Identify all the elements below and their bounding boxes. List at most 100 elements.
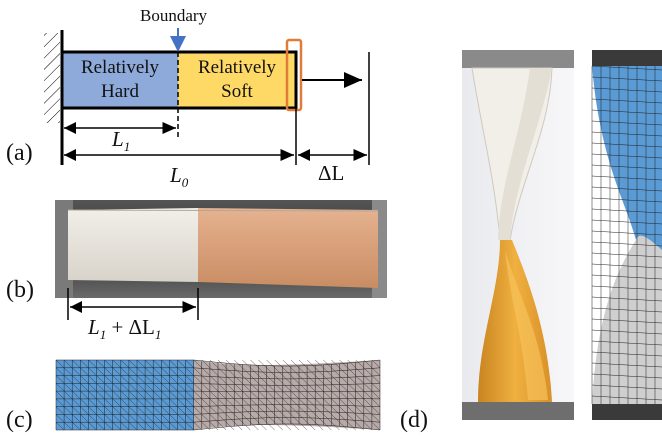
mesh-diag-line	[355, 359, 364, 368]
mesh-diag-line	[201, 398, 211, 407]
mesh-diag-line	[201, 375, 211, 384]
mesh-diag-line	[290, 406, 300, 415]
mesh-diag-line	[242, 422, 251, 431]
mesh-diag-line	[193, 414, 202, 423]
mesh-diag-line	[55, 422, 65, 431]
mesh-diag-line	[128, 390, 138, 400]
mesh-diag-line	[274, 422, 283, 431]
fixed-wall-hatch	[44, 33, 60, 123]
mesh-diag-line	[201, 422, 211, 431]
mesh-diag-line	[112, 390, 121, 400]
mesh-diag-line	[80, 375, 89, 384]
mesh-diag-line	[120, 398, 130, 407]
sim-mesh-row	[591, 76, 662, 82]
mesh-diag-line	[144, 398, 154, 407]
mesh-diag-line	[104, 390, 113, 400]
mesh-diag-line	[306, 422, 316, 431]
mesh-diag-line	[355, 406, 364, 415]
mesh-diag-line	[136, 406, 146, 415]
mesh-diag-line	[153, 390, 162, 400]
mesh-diag-line	[266, 383, 275, 392]
mesh-diag-line	[274, 367, 283, 376]
mesh-diag-line	[153, 359, 162, 368]
mesh-diag-line	[258, 383, 267, 392]
mesh-row-line	[56, 417, 381, 423]
sim-mesh-row	[591, 164, 662, 170]
mesh-diag-line	[193, 390, 202, 400]
mesh-diag-line	[331, 414, 340, 423]
mesh-diag-line	[72, 367, 81, 376]
mesh-diag-line	[161, 422, 170, 431]
mesh-diag-line	[177, 375, 186, 384]
mesh-diag-line	[225, 383, 235, 392]
mesh-diag-line	[347, 359, 356, 368]
mesh-diag-line	[112, 414, 121, 423]
mesh-row-line	[56, 367, 381, 373]
mesh-diag-line	[193, 359, 202, 368]
mesh-diag-line	[128, 375, 138, 384]
mesh-row-line	[56, 423, 381, 431]
mesh-diag-line	[274, 375, 283, 384]
mesh-diag-line	[153, 398, 162, 407]
mesh-diag-line	[193, 375, 202, 384]
mesh-row-line	[56, 410, 381, 415]
measure-sub2: 1	[154, 327, 162, 343]
mesh-diag-line	[217, 422, 227, 431]
mesh-diag-line	[234, 375, 243, 384]
mesh-diag-line	[323, 359, 332, 368]
sim-mesh-row	[591, 395, 662, 401]
mesh-diag-line	[120, 375, 130, 384]
mesh-diag-line	[315, 367, 324, 376]
mesh-diag-line	[306, 383, 316, 392]
hard-label-line1: Relatively	[80, 57, 160, 78]
sim-mesh-row	[591, 197, 662, 203]
sim-mesh-row	[591, 153, 662, 159]
mesh-diag-line	[258, 406, 267, 415]
mesh-diag-line	[274, 414, 283, 423]
mesh-diag-line	[177, 359, 186, 368]
mesh-diag-line	[339, 398, 348, 407]
mesh-diag-line	[274, 390, 283, 400]
mesh-diag-line	[225, 359, 235, 368]
mesh-diag-line	[250, 375, 259, 384]
mesh-diag-line	[225, 422, 235, 431]
mesh-diag-line	[96, 390, 105, 400]
mesh-diag-line	[112, 359, 121, 368]
mesh-diag-line	[112, 375, 121, 384]
sim-mesh-row	[591, 175, 662, 181]
mesh-diag-line	[104, 359, 113, 368]
mesh-diag-line	[290, 398, 300, 407]
mesh-diag-line	[234, 367, 243, 376]
mesh-diag-line	[55, 414, 65, 423]
mesh-diag-line	[177, 398, 186, 407]
mesh-diag-line	[225, 414, 235, 423]
mesh-diag-line	[80, 406, 89, 415]
mesh-diag-line	[209, 406, 219, 415]
mesh-diag-line	[161, 390, 170, 400]
mesh-diag-line	[250, 367, 259, 376]
mesh-diag-line	[234, 422, 243, 431]
mesh-diag-line	[250, 422, 259, 431]
mesh-diag-line	[169, 383, 178, 392]
mesh-diag-line	[144, 359, 154, 368]
mesh-diag-line	[242, 375, 251, 384]
mesh-diag-line	[55, 359, 65, 368]
mesh-diag-line	[144, 390, 154, 400]
mesh-diag-line	[339, 422, 348, 431]
mesh-diag-line	[258, 398, 267, 407]
mesh-diag-line	[177, 406, 186, 415]
sim-mesh-row	[591, 263, 662, 269]
sim-mesh-row	[591, 186, 662, 192]
mesh-diag-line	[355, 367, 364, 376]
mesh-diag-line	[112, 406, 121, 415]
mesh-diag-line	[112, 383, 121, 392]
mesh-diag-line	[234, 406, 243, 415]
mesh-diag-line	[80, 359, 89, 368]
sim-mesh-row	[591, 252, 662, 258]
mesh-diag-line	[331, 367, 340, 376]
sim-mesh-row	[591, 109, 662, 115]
mesh-diag-line	[63, 367, 73, 376]
mesh-diag-line	[290, 383, 300, 392]
mesh-diag-line	[169, 406, 178, 415]
